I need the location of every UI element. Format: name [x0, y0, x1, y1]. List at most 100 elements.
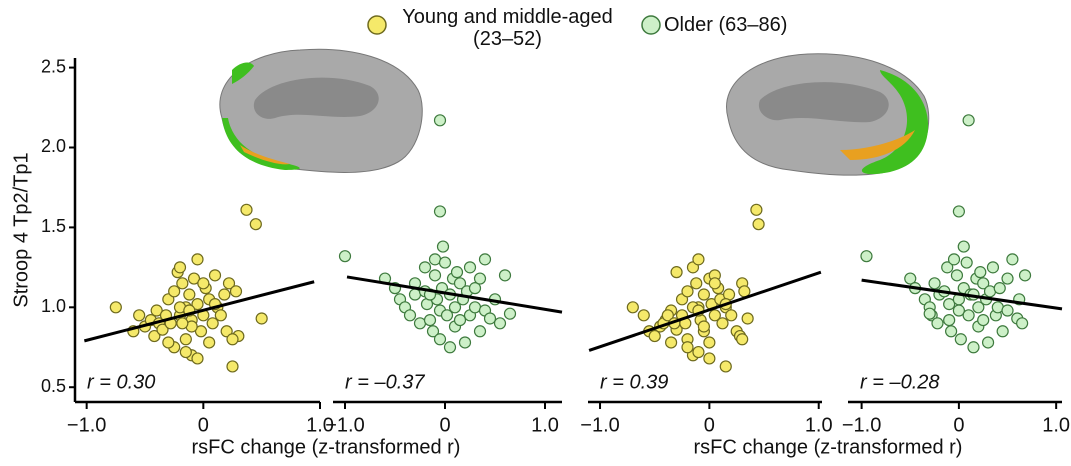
data-point — [962, 309, 975, 322]
data-point — [413, 317, 427, 330]
data-point — [468, 282, 482, 295]
data-point — [986, 261, 1000, 274]
data-point — [670, 266, 683, 279]
data-point — [433, 333, 447, 346]
data-point — [960, 256, 973, 269]
data-point — [503, 307, 517, 320]
data-point — [719, 360, 732, 373]
data-point — [208, 269, 222, 282]
data-point — [187, 272, 201, 285]
correlation-label: r = 0.30 — [87, 371, 155, 393]
data-point — [1006, 253, 1019, 266]
data-point — [168, 285, 181, 298]
data-point — [725, 309, 738, 322]
data-point — [1001, 272, 1014, 285]
data-point — [249, 218, 262, 231]
trend-line — [861, 278, 1063, 311]
y-axis-label: Stroop 4 Tp2/Tp1 — [10, 152, 32, 307]
data-point — [977, 277, 990, 290]
data-point — [1001, 304, 1014, 317]
data-point — [478, 253, 492, 266]
data-point — [191, 298, 204, 311]
data-point — [957, 240, 970, 253]
data-point — [741, 312, 754, 325]
data-point — [928, 277, 941, 290]
brain-image-left — [219, 48, 423, 173]
x-tick-label: 1.0 — [1042, 414, 1070, 436]
data-point — [148, 329, 161, 343]
data-point — [418, 261, 432, 274]
data-point — [947, 253, 961, 266]
data-point — [952, 205, 965, 218]
data-point — [206, 317, 219, 330]
data-point — [950, 269, 964, 282]
data-point — [150, 304, 163, 317]
data-point — [229, 285, 243, 298]
data-point — [626, 301, 639, 314]
legend-label: Young and middle-aged (23–52) — [402, 6, 613, 50]
legend-marker — [367, 15, 387, 35]
data-point — [697, 288, 711, 301]
data-point — [954, 333, 967, 346]
data-point — [1018, 269, 1032, 282]
data-point — [468, 301, 482, 314]
data-point — [493, 317, 507, 330]
data-point — [923, 307, 936, 320]
data-point — [240, 203, 253, 216]
data-point — [191, 352, 204, 365]
data-point — [708, 309, 721, 322]
data-point — [943, 313, 956, 327]
data-point — [440, 309, 454, 322]
trend-line — [83, 280, 315, 343]
data-point — [993, 282, 1006, 295]
data-point — [637, 309, 650, 322]
trend-line — [346, 275, 563, 314]
data-point — [931, 317, 944, 330]
x-tick-label: 0 — [953, 414, 964, 436]
data-point — [473, 272, 487, 285]
data-point — [648, 329, 661, 343]
data-point — [952, 304, 965, 317]
data-point — [473, 325, 487, 338]
x-tick-label: −1.0 — [580, 414, 619, 436]
data-point — [194, 325, 208, 338]
y-tick-label: 0.5 — [41, 376, 66, 396]
data-point — [996, 325, 1009, 338]
data-point — [716, 317, 729, 330]
x-tick-label: 0 — [439, 414, 450, 436]
data-point — [736, 333, 749, 346]
data-point — [943, 298, 956, 311]
data-point — [133, 309, 146, 322]
data-point — [179, 333, 192, 346]
data-point — [226, 333, 239, 346]
data-point — [408, 288, 422, 301]
brain-image-right — [726, 53, 930, 176]
data-point — [450, 266, 464, 279]
data-point — [703, 336, 716, 349]
data-point — [179, 345, 192, 359]
data-point — [962, 114, 975, 127]
legend-marker — [641, 15, 661, 35]
data-point — [860, 250, 873, 263]
data-point — [428, 269, 442, 282]
data-point — [498, 269, 512, 282]
data-point — [443, 341, 457, 354]
data-point — [904, 272, 917, 285]
x-tick-label: −1.0 — [325, 414, 364, 436]
data-point — [692, 253, 705, 266]
data-point — [222, 277, 236, 290]
correlation-label: r = –0.28 — [860, 371, 940, 393]
data-point — [428, 253, 442, 266]
data-point — [338, 250, 352, 263]
y-tick-label: 2.0 — [41, 136, 66, 156]
data-point — [708, 277, 721, 290]
data-point — [453, 277, 467, 290]
data-point — [218, 288, 231, 301]
data-point — [941, 261, 954, 274]
data-point — [665, 336, 678, 349]
data-point — [661, 309, 674, 322]
data-point — [436, 240, 450, 253]
legend-label: Older (63–86) — [664, 14, 788, 36]
